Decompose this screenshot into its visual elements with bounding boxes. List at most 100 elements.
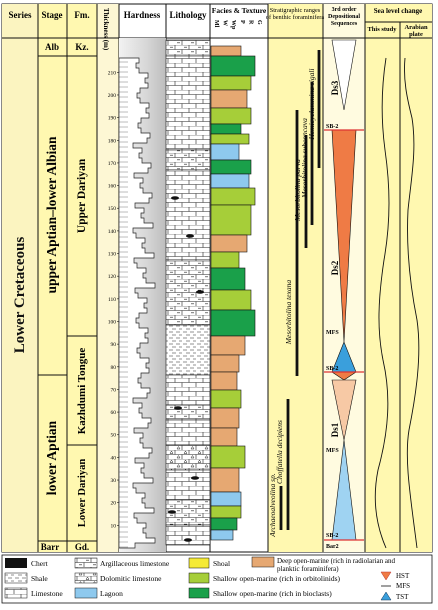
facies-code-3: P	[239, 20, 245, 24]
sequences-header: 3rd order Depositional Sequences	[328, 7, 360, 27]
surface-label-4: SB-2	[326, 533, 338, 539]
legend-tst-label: TST	[396, 593, 409, 601]
legend-deep-swatch	[251, 556, 275, 568]
legend-hst-label: HST	[396, 572, 410, 580]
legend-hst-symbol	[380, 571, 392, 581]
formation-top-label: Kz.	[75, 42, 88, 52]
lithology-bed	[165, 324, 211, 376]
thickness-tick-7: 140	[108, 229, 117, 235]
sequence-label-0: Ds3	[330, 80, 340, 95]
thickness-tick-18: 30	[111, 478, 117, 484]
formation-kazhdumi-label: Kazhdumi Tongue	[76, 348, 88, 435]
stage-top-label: Alb	[45, 42, 59, 52]
sequence-label-2: Ds1	[330, 422, 340, 437]
foraminifera-header: Stratigraphic ranges of benthic foraminif…	[266, 7, 325, 21]
legend-chert-swatch	[5, 558, 27, 568]
foram-range-bar	[310, 82, 314, 225]
facies-bar-shallow_bioclasts	[210, 267, 246, 291]
facies-code-5: G	[256, 20, 262, 25]
stage-bottom-label: Barr	[41, 542, 60, 552]
legend-lagoon-swatch	[74, 587, 98, 599]
lithology-column	[165, 39, 211, 546]
thickness-band	[97, 4, 119, 552]
facies-code-labels: Ml W Wp P R G	[213, 20, 262, 30]
hardness-profile	[118, 57, 156, 549]
legend-mfs-label: MFS	[396, 582, 410, 590]
thickness-tick-4: 170	[108, 161, 117, 167]
facies-bar-shallow_bioclasts	[210, 159, 252, 175]
chert-nodule	[184, 538, 192, 542]
facies-bar-deep	[210, 335, 246, 356]
formation-upper-dariyan-label: Upper Dariyan	[76, 158, 88, 233]
facies-bar-shallow_bioclasts	[210, 55, 256, 77]
facies-header: Facies & Texture	[212, 6, 267, 15]
thickness-tick-11: 100	[108, 319, 117, 325]
hst-wedge	[331, 379, 357, 441]
legend-orbitolinids-label: Shallow open-marine (rich in orbitolinid…	[213, 574, 341, 583]
foram-name-2: Mesorbitolina texana	[284, 280, 293, 346]
foram-name-0: Archaeoalveolina sp.	[268, 473, 277, 538]
facies-bar-deep	[210, 371, 238, 391]
facies-bar-shallow_orbitolinids	[210, 75, 252, 91]
stage-lower-label: lower Aptian	[44, 420, 59, 495]
legend-bioclasts-label: Shallow open-marine (rich in bioclasts)	[213, 589, 332, 598]
surface-label-3: MFS	[326, 448, 339, 454]
thickness-tick-20: 10	[111, 523, 117, 529]
surface-label-5: Bar2	[326, 544, 339, 550]
facies-bar-deep	[210, 234, 248, 253]
formation-band	[67, 4, 97, 552]
facies-bar-deep	[210, 45, 242, 57]
facies-bar-shallow_orbitolinids	[210, 389, 242, 409]
legend-limestone-label: Limestone	[31, 589, 63, 598]
facies-bar-lagoon	[210, 491, 242, 507]
foram-name-3: Mesorbitolina parva	[293, 159, 302, 222]
legend-argillaceous-label: Argillaceous limestone	[100, 559, 170, 568]
legend-dolomitic-label: Dolomitic limestone	[100, 574, 162, 583]
thickness-tick-2: 190	[108, 116, 117, 122]
legend-deep-label: Deep open-marine (rich in radiolarian an…	[277, 557, 397, 573]
foram-range-bar	[279, 486, 283, 530]
facies-bar-lagoon	[210, 529, 234, 541]
facies-code-0: Ml	[213, 20, 219, 28]
chert-nodule	[171, 196, 179, 200]
facies-code-1: W	[222, 20, 228, 26]
thickness-tick-15: 60	[111, 410, 117, 416]
thickness-tick-5: 160	[108, 184, 117, 190]
facies-bar-shallow_orbitolinids	[210, 505, 242, 519]
legend-shoal-label: Shoal	[213, 559, 230, 568]
lithology-bed	[165, 444, 211, 471]
formation-header: Fm.	[74, 10, 89, 20]
lithology-bed	[165, 469, 211, 501]
thickness-header: Thickness (m)	[102, 8, 110, 51]
legend: Chert Shale Limestone Argillaceous limes…	[1, 554, 433, 604]
facies-bar-deep	[210, 354, 240, 373]
facies-bar-deep	[210, 467, 240, 493]
facies-bar-shallow_orbitolinids	[210, 445, 246, 469]
thickness-tick-13: 80	[111, 365, 117, 371]
thickness-tick-8: 130	[108, 252, 117, 258]
legend-argillaceous-swatch	[74, 557, 98, 569]
legend-bioclasts-swatch	[188, 587, 210, 599]
sea-level-curve-this-study	[374, 57, 390, 549]
thickness-tick-10: 110	[108, 297, 116, 303]
lithology-bed	[165, 39, 211, 57]
stage-header: Stage	[42, 10, 63, 20]
arabian-plate-header: Arabian plate	[404, 24, 428, 38]
legend-tst-symbol	[380, 591, 392, 601]
facies-bar-shallow_orbitolinids	[210, 289, 252, 311]
stage-band	[38, 4, 67, 552]
sequence-label-1: Ds2	[330, 260, 340, 275]
chert-nodule	[196, 290, 204, 294]
facies-bar-shallow_bioclasts	[210, 309, 256, 337]
series-band	[2, 4, 38, 552]
facies-bar-deep	[210, 427, 238, 447]
foraminifera-ranges: Archaeoalveolina sp.Choffatella decipien…	[268, 50, 321, 538]
thickness-tick-3: 180	[108, 138, 117, 144]
series-label: Lower Cretaceous	[12, 237, 28, 354]
thickness-tick-16: 50	[111, 433, 117, 439]
thickness-tick-17: 40	[111, 455, 117, 461]
thickness-tick-19: 20	[111, 501, 117, 507]
foram-range-bar	[317, 50, 321, 168]
thickness-tick-14: 70	[111, 387, 117, 393]
